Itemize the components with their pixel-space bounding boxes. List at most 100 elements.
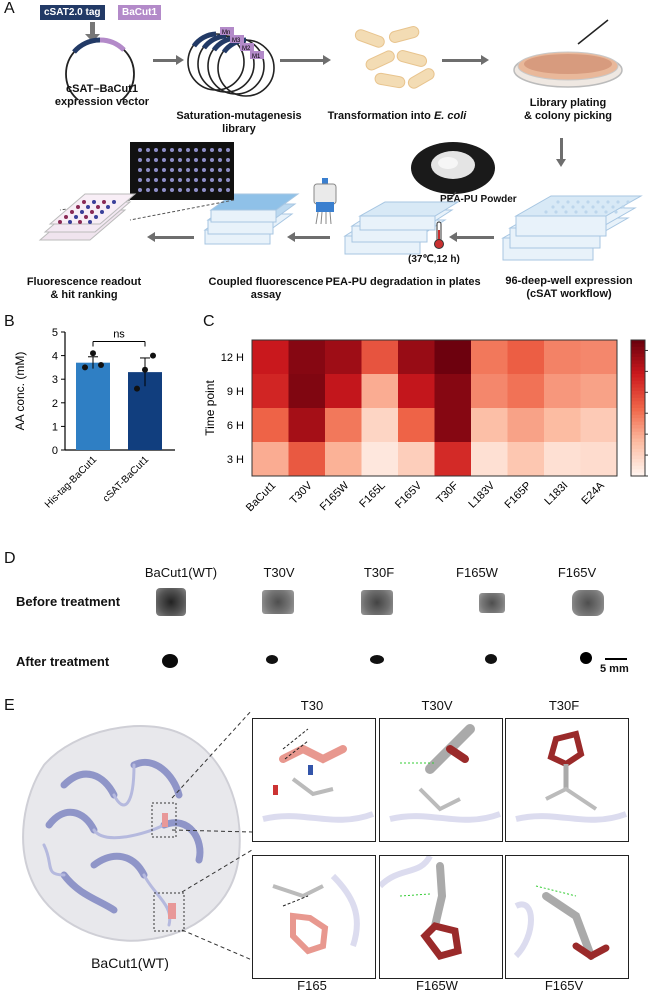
y-tick-label: 12 H [221, 352, 244, 364]
x-tick-label: BaCut1 [244, 480, 278, 514]
film-before-f165w [479, 593, 505, 613]
x-tick-label: T30F [434, 479, 461, 506]
data-point [82, 364, 88, 371]
heatmap-cell [507, 442, 544, 476]
colorbar-frame [630, 339, 646, 477]
step-plating-caption: Library plating & colony picking [523, 97, 612, 122]
heatmap-cell [544, 374, 581, 408]
step-expression-caption: 96-deep-well expression (cSAT workflow) [505, 275, 633, 300]
step-transformation-caption: Transformation into E. coli [327, 110, 467, 122]
colorbar-segment [631, 408, 645, 412]
multichannel-pipette-icon [313, 178, 337, 225]
pea-pu-powder-label: PEA-PU Powder [440, 194, 517, 205]
heatmap-cell [361, 340, 398, 374]
film-before-wt [156, 588, 186, 616]
arrow-right-icon [153, 55, 184, 65]
colorbar-segment [631, 425, 645, 429]
x-tick-label: F165W [318, 479, 352, 513]
residue-after-f165w [485, 654, 497, 664]
step-vector-caption: cSAT–BaCut1 expression vector [54, 83, 150, 108]
mutant-label: M1 [252, 54, 261, 60]
scale-bar-label: 5 mm [600, 663, 629, 675]
colorbar-segment [631, 438, 645, 443]
heatmap-cell [434, 442, 471, 476]
y-tick-label: 0 [52, 445, 58, 457]
y-tick-label: 1 [52, 421, 58, 433]
heatmap-cell [252, 374, 289, 408]
heatmap-cell [507, 408, 544, 442]
heatmap-cell [471, 408, 508, 442]
y-tick-label: 9 H [227, 386, 244, 398]
colorbar-segment [631, 445, 645, 450]
x-tick-label: E24A [579, 479, 607, 507]
row-label-after: After treatment [16, 654, 110, 669]
heatmap-cell [434, 408, 471, 442]
significance-label: ns [113, 328, 125, 340]
heatmap-cell [544, 442, 581, 476]
y-axis-label: Time point [203, 380, 217, 436]
heatmap-cell [544, 408, 581, 442]
bacut1-tag-box: BaCut1 [118, 5, 162, 20]
heatmap-cell [434, 340, 471, 374]
heatmap-cell [398, 408, 435, 442]
colorbar-segment [631, 465, 645, 470]
residue-after-wt [162, 654, 178, 668]
colorbar-segment [631, 340, 645, 344]
colorbar-segment [631, 350, 645, 355]
heatmap-cell [580, 408, 617, 442]
deep-well-plates-icon [501, 195, 643, 261]
heatmap-cell [507, 374, 544, 408]
y-tick-label: 5 [52, 327, 58, 339]
data-point [142, 366, 148, 373]
heatmap-frame [251, 339, 618, 477]
colorbar-segment [631, 346, 645, 351]
x-tick-label: L183V [466, 479, 497, 510]
colorbar-segment [631, 357, 645, 361]
variant-label-t30v: T30V [263, 565, 295, 580]
panel-label-b: B [4, 313, 15, 330]
colorbar-segment [631, 374, 645, 378]
y-tick-label: 3 H [227, 454, 244, 466]
x-tick-label: F165L [357, 480, 388, 511]
residue-after-t30v [266, 655, 278, 664]
colorbar-segment [631, 401, 645, 406]
expression-vector-plasmid [65, 22, 135, 100]
colorbar-segment [631, 462, 645, 467]
step-readout-caption: Fluorescence readout & hit ranking [26, 276, 142, 301]
thermometer-icon [434, 221, 444, 249]
fluorescence-readout-plates [38, 142, 235, 241]
heatmap-cell [580, 442, 617, 476]
colorbar-segment [631, 353, 645, 358]
closeup-f165w [379, 855, 503, 979]
colorbar-segment [631, 414, 645, 419]
x-tick-label: L183I [542, 480, 570, 508]
data-point [150, 352, 156, 359]
colorbar-segment [631, 380, 645, 385]
heatmap-cell [471, 442, 508, 476]
panel-label-e: E [4, 697, 15, 714]
step-assay-caption: Coupled fluorescence assay [208, 276, 324, 301]
film-before-t30v [262, 590, 294, 614]
mutant-label: M2 [242, 46, 251, 52]
colorbar-segment [631, 459, 645, 463]
variant-label-wt: BaCut1(WT) [144, 565, 218, 580]
colorbar-segment [631, 431, 645, 436]
colorbar-segment [631, 421, 645, 426]
colorbar-segment [631, 394, 645, 399]
data-point [98, 362, 104, 369]
arrow-left-icon [287, 232, 330, 242]
heatmap-cell [398, 374, 435, 408]
arrow-right-icon [280, 55, 331, 65]
protein-overview-structure [22, 725, 241, 942]
heatmap-cell [398, 340, 435, 374]
closeup-title-t30f: T30F [548, 698, 580, 713]
heatmap-cell [580, 374, 617, 408]
closeup-f165v [505, 855, 629, 979]
closeup-title-t30: T30 [300, 698, 324, 713]
scale-bar [605, 658, 627, 660]
closeup-t30v [379, 718, 503, 842]
heatmap-cell [252, 442, 289, 476]
panel-label-a: A [4, 0, 15, 17]
arrow-left-icon [147, 232, 194, 242]
variant-label-t30f: T30F [363, 565, 395, 580]
